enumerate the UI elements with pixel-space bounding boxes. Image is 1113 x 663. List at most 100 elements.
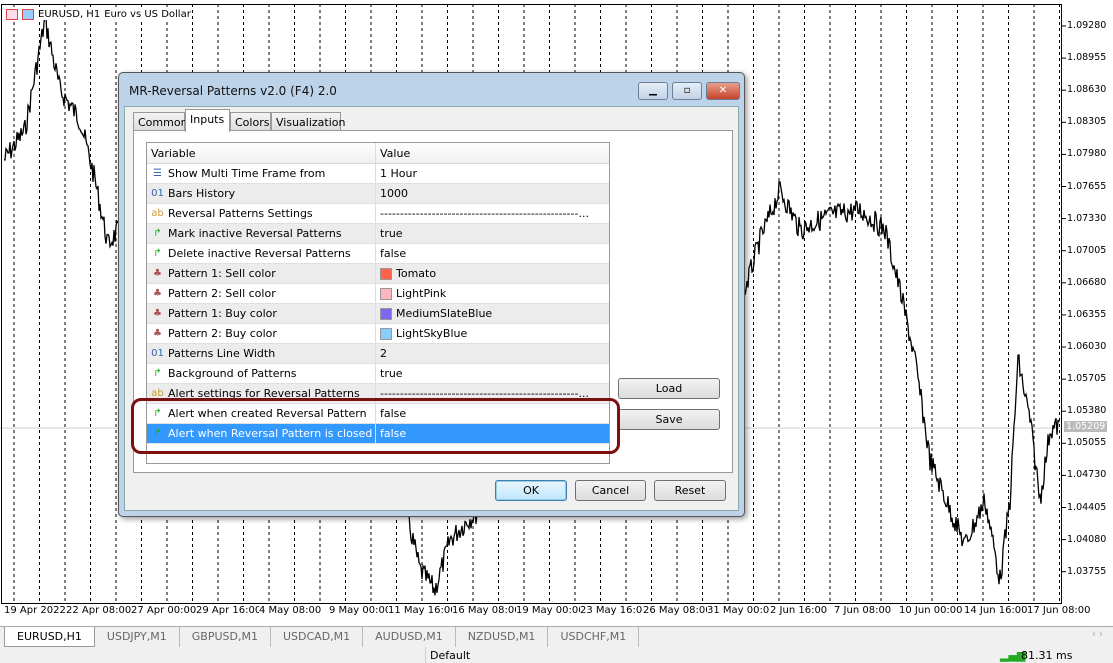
time-label: 22 Apr 08:00 [66, 605, 132, 616]
maximize-button[interactable]: ▫ [672, 82, 702, 100]
price-label: 1.08955 [1067, 52, 1107, 64]
price-label: 1.09280 [1067, 20, 1107, 31]
value-text: LightPink [396, 287, 447, 300]
load-button[interactable]: Load [618, 378, 720, 399]
input-row[interactable]: ↱ Mark inactive Reversal Patterns true [147, 224, 609, 244]
value-cell[interactable]: false [376, 407, 609, 420]
value-cell[interactable]: 1000 [376, 187, 609, 200]
price-label: 1.06030 [1067, 341, 1107, 352]
value-cell[interactable]: LightSkyBlue [376, 327, 609, 340]
tab-scroll-arrows[interactable]: ‹ › [1091, 629, 1103, 640]
int-type-icon: 01 [151, 348, 164, 359]
tab-colors[interactable]: Colors [230, 112, 271, 131]
time-label: 9 May 00:00 [329, 605, 392, 616]
chart-menu-icon[interactable] [6, 9, 18, 20]
save-button[interactable]: Save [618, 409, 720, 430]
color-swatch [380, 287, 392, 300]
variable-cell: 01 Bars History [147, 184, 376, 203]
close-button[interactable]: ✕ [706, 82, 740, 100]
value-text: false [380, 427, 407, 440]
ping-status: 81.31 ms [1021, 649, 1073, 662]
enum-type-icon: ☰ [153, 168, 162, 179]
variable-name: Bars History [168, 187, 236, 200]
variable-cell: ↱ Alert when Reversal Pattern is closed [147, 424, 376, 443]
input-row[interactable]: ab Alert settings for Reversal Patterns --… [147, 384, 609, 404]
symbol-tab[interactable]: USDCHF,M1 [548, 627, 640, 647]
value-text: LightSkyBlue [396, 327, 468, 340]
symbol-tab[interactable]: EURUSD,H1 [4, 627, 95, 647]
symbol-tab[interactable]: USDJPY,M1 [95, 627, 180, 647]
bool-type-icon: ↱ [153, 248, 162, 259]
value-cell[interactable]: Tomato [376, 267, 609, 280]
input-row[interactable]: ↱ Background of Patterns true [147, 364, 609, 384]
bool-type-icon: ↱ [153, 368, 162, 379]
variable-name: Reversal Patterns Settings [168, 207, 313, 220]
value-cell[interactable]: ----------------------------------------… [376, 387, 609, 400]
ok-button[interactable]: OK [495, 480, 567, 501]
value-cell[interactable]: true [376, 367, 609, 380]
cancel-button[interactable]: Cancel [575, 480, 646, 501]
value-cell[interactable]: true [376, 227, 609, 240]
time-label: 14 Jun 16:00 [964, 605, 1028, 616]
input-row[interactable]: ↱ Alert when Reversal Pattern is closed fa… [147, 424, 609, 444]
bid-price-label: 1.05209 [1064, 421, 1108, 432]
tab-inputs[interactable]: Inputs [185, 109, 230, 132]
input-row[interactable]: ↱ Alert when created Reversal Pattern fals… [147, 404, 609, 424]
reset-button[interactable]: Reset [654, 480, 726, 501]
value-cell[interactable]: 1 Hour [376, 167, 609, 180]
color-swatch [380, 327, 392, 340]
variable-cell: ☰ Show Multi Time Frame from [147, 164, 376, 183]
input-row[interactable]: ♣ Pattern 2: Buy color LightSkyBlue [147, 324, 609, 344]
column-value[interactable]: Value [380, 146, 411, 160]
string-type-icon: ab [151, 388, 164, 399]
input-row[interactable]: ↱ Delete inactive Reversal Patterns false [147, 244, 609, 264]
price-label: 1.05055 [1067, 437, 1107, 449]
variable-name: Pattern 1: Sell color [168, 267, 276, 280]
time-label: 31 May 00:00 [707, 605, 776, 616]
trading-icon[interactable] [22, 9, 34, 20]
input-row[interactable]: ♣ Pattern 1: Buy color MediumSlateBlue [147, 304, 609, 324]
variable-name: Pattern 2: Buy color [168, 327, 277, 340]
price-label: 1.04730 [1067, 469, 1107, 481]
time-label: 26 May 08:00 [643, 605, 712, 616]
value-text: MediumSlateBlue [396, 307, 493, 320]
input-row[interactable]: 01 Bars History 1000 [147, 184, 609, 204]
variable-cell: ↱ Mark inactive Reversal Patterns [147, 224, 376, 243]
value-cell[interactable]: MediumSlateBlue [376, 307, 609, 320]
variable-name: Delete inactive Reversal Patterns [168, 247, 351, 260]
variable-cell: ↱ Alert when created Reversal Pattern [147, 404, 376, 423]
input-row[interactable]: ♣ Pattern 2: Sell color LightPink [147, 284, 609, 304]
dialog-title: MR-Reversal Patterns v2.0 (F4) 2.0 [129, 84, 337, 98]
chart-frame [1, 4, 1062, 604]
indicator-dialog: MR-Reversal Patterns v2.0 (F4) 2.0 ▁ ▫ ✕… [118, 72, 745, 517]
tab-visualization[interactable]: Visualization [271, 112, 345, 131]
value-text: Tomato [396, 267, 437, 280]
symbol-tab[interactable]: AUDUSD,M1 [363, 627, 456, 647]
value-cell[interactable]: ----------------------------------------… [376, 207, 609, 220]
tab-common[interactable]: Common [133, 112, 188, 131]
value-cell[interactable]: 2 [376, 347, 609, 360]
input-row[interactable]: ☰ Show Multi Time Frame from 1 Hour [147, 164, 609, 184]
input-row[interactable]: 01 Patterns Line Width 2 [147, 344, 609, 364]
input-row[interactable]: ab Reversal Patterns Settings ------------… [147, 204, 609, 224]
symbol-tab[interactable]: USDCAD,M1 [271, 627, 364, 647]
value-text: false [380, 407, 407, 420]
minimize-button[interactable]: ▁ [638, 82, 668, 100]
column-variable[interactable]: Variable [147, 143, 376, 163]
time-label: 19 Apr 2022 [4, 605, 66, 616]
inputs-grid: Variable Value ☰ Show Multi Time Frame fr… [146, 142, 610, 464]
symbol-tab[interactable]: NZDUSD,M1 [456, 627, 549, 647]
value-text: false [380, 247, 407, 260]
input-row[interactable]: ♣ Pattern 1: Sell color Tomato [147, 264, 609, 284]
signal-icon: ▂▄▆ [1000, 649, 1026, 662]
string-type-icon: ab [151, 208, 164, 219]
symbol-tab[interactable]: GBPUSD,M1 [180, 627, 271, 647]
time-label: 2 Jun 16:00 [770, 605, 828, 616]
variable-cell: ↱ Delete inactive Reversal Patterns [147, 244, 376, 263]
value-cell[interactable]: LightPink [376, 287, 609, 300]
value-text: 2 [380, 347, 387, 360]
dialog-body: Common Inputs Colors Visualization Varia… [124, 106, 739, 511]
inputs-panel: Variable Value ☰ Show Multi Time Frame fr… [133, 130, 733, 473]
value-cell[interactable]: false [376, 247, 609, 260]
value-cell[interactable]: false [376, 427, 609, 440]
